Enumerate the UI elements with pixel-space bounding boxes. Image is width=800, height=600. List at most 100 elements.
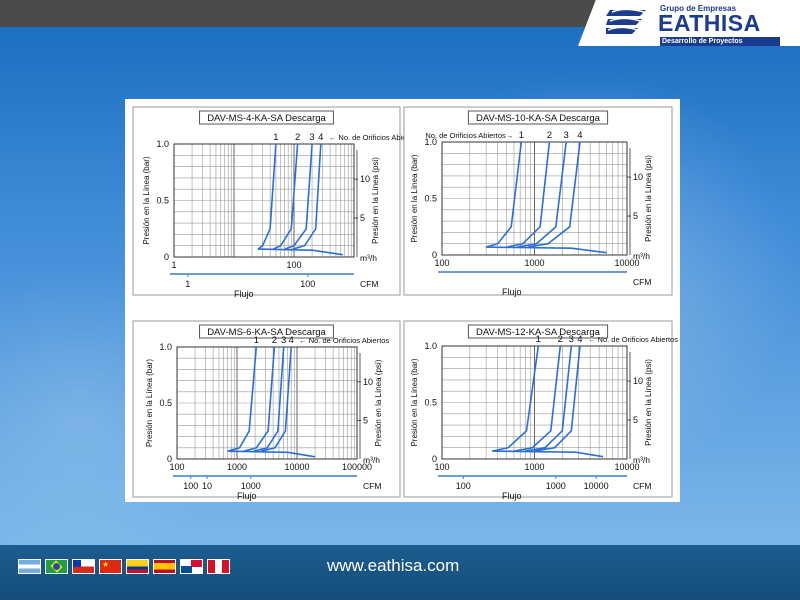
series-label-1: 1 — [273, 132, 278, 143]
y-axis-label: Presión en la Línea (bar) — [145, 359, 154, 447]
spain-flag — [153, 559, 176, 574]
website-url[interactable]: www.eathisa.com — [327, 556, 460, 575]
cfm-tick-label: 10000 — [584, 481, 609, 491]
psi-tick-label: 5 — [363, 415, 368, 425]
x-unit-label: m³/h — [633, 455, 650, 465]
y-tick-label: 0 — [164, 252, 169, 262]
series-curve-2 — [513, 345, 562, 452]
psi-tick-label: 5 — [633, 415, 638, 425]
series-label-3: 3 — [309, 132, 314, 143]
plot-area — [441, 141, 628, 256]
psi-tick-label: 10 — [633, 376, 643, 386]
series-label-4: 4 — [577, 130, 582, 141]
series-label-2: 2 — [558, 334, 563, 345]
series-curve-4 — [527, 141, 581, 248]
series-curve-3 — [284, 143, 313, 250]
eathisa-logo-icon — [606, 8, 651, 34]
series-legend-note: ← No. de Orificios Abiertos — [588, 335, 678, 344]
y-axis-label-right: Presión en la Línea (psi) — [371, 157, 380, 244]
chart-4: DAV-MS-12-KA-SA Descarga00.51.0510Presió… — [403, 320, 678, 501]
x-unit-label: m³/h — [363, 455, 380, 465]
series-label-4: 4 — [289, 335, 294, 346]
flag-row: ★ — [18, 559, 230, 574]
y-tick-label: 0.5 — [156, 196, 169, 206]
series-label-2: 2 — [295, 132, 300, 143]
series-curve-1 — [492, 345, 540, 452]
series-curve-2 — [272, 143, 299, 250]
argentina-flag — [18, 559, 41, 574]
series-curve-4 — [534, 345, 581, 452]
psi-tick-label: 5 — [633, 211, 638, 221]
logo-tagline: Desarrollo de Proyectos — [660, 37, 780, 46]
return-curve — [486, 246, 607, 254]
y-tick-label: 0 — [432, 250, 437, 260]
chart-title-box — [467, 110, 609, 125]
logo-name: EATHISA — [658, 10, 761, 36]
y-axis-label: Presión en la Línea (bar) — [410, 358, 419, 446]
x-tick-label: 1000 — [227, 462, 247, 472]
x-axis-label: Flujo — [502, 491, 522, 501]
cfm-tick-label: 1 — [185, 279, 190, 289]
x-unit-label: m³/h — [633, 251, 650, 261]
series-label-1: 1 — [519, 130, 524, 141]
logo-small-text: Grupo de Empresas — [660, 4, 737, 13]
cfm-tick-label: 1000 — [546, 481, 566, 491]
chart-title: DAV-MS-4-KA-SA Descarga — [207, 113, 326, 124]
y-axis-label-right: Presión en la Línea (psi) — [644, 155, 653, 242]
x-tick-label: 100 — [286, 260, 301, 270]
charts-sheet: DAV-MS-4-KA-SA Descarga 0 0.5 1.0 5 10 Presión… — [125, 99, 680, 502]
series-curve-1 — [485, 141, 523, 248]
series-label-1: 1 — [536, 334, 541, 345]
plot-area — [173, 143, 355, 258]
brazil-flag — [45, 559, 68, 574]
series-curve-4 — [292, 143, 322, 250]
y-axis-label-right: Presión en la Línea (psi) — [374, 359, 383, 446]
charts-figure: DAV-MS-4-KA-SA Descarga00.51.0510Presión… — [132, 106, 678, 501]
chart-title-box — [199, 324, 334, 339]
y-tick-label: 0.5 — [424, 398, 437, 408]
x-tick-label: 1 — [171, 260, 176, 270]
y-axis-label-right: Presión en la Línea (psi) — [644, 359, 653, 446]
series-curve-3 — [253, 346, 285, 452]
cfm-tick-label: 100 — [300, 279, 315, 289]
y-tick-label: 1.0 — [156, 139, 169, 149]
chart-title: DAV-MS-10-KA-SA Descarga — [476, 113, 601, 124]
chart-3: DAV-MS-6-KA-SA Descarga00.51.0510Presión… — [132, 320, 401, 501]
y-tick-label: 1.0 — [424, 341, 437, 351]
chart-title: DAV-MS-12-KA-SA Descarga — [476, 327, 601, 338]
series-legend-note: ← No. de Orificios Abiertos — [299, 336, 389, 345]
y-tick-label: 1.0 — [159, 342, 172, 352]
x-tick-label: 100 — [434, 258, 449, 268]
cfm-unit-label: CFM — [633, 481, 651, 491]
y-tick-label: 0.5 — [159, 398, 172, 408]
series-label-2: 2 — [272, 335, 277, 346]
series-curve-3 — [517, 141, 567, 248]
psi-tick-label: 10 — [363, 377, 373, 387]
x-tick-label: 100 — [434, 462, 449, 472]
cfm-unit-label: CFM — [363, 481, 381, 491]
y-tick-label: 1.0 — [424, 137, 437, 147]
series-label-4: 4 — [318, 132, 323, 143]
series-legend-note: ← No. de Orificios Abiertos — [329, 133, 419, 142]
series-curve-2 — [243, 346, 276, 452]
series-curve-1 — [257, 143, 277, 250]
series-label-3: 3 — [569, 334, 574, 345]
x-tick-label: 100 — [169, 462, 184, 472]
psi-tick-label: 10 — [633, 172, 643, 182]
psi-tick-label: 10 — [360, 174, 370, 184]
chile-flag — [72, 559, 95, 574]
chart-title-box — [199, 110, 334, 125]
y-axis-label: Presión en la Línea (bar) — [410, 154, 419, 242]
x-tick-label: 1000 — [524, 462, 544, 472]
y-tick-label: 0 — [432, 454, 437, 464]
psi-tick-label: 5 — [360, 213, 365, 223]
y-tick-label: 0.5 — [424, 194, 437, 204]
series-curve-3 — [525, 345, 573, 452]
chart-2: DAV-MS-10-KA-SA Descarga00.51.0510Presió… — [403, 106, 673, 297]
series-curve-1 — [227, 346, 258, 452]
plot-area — [441, 345, 628, 460]
panama-flag — [180, 559, 203, 574]
x-tick-label: 10000 — [614, 462, 639, 472]
china-flag: ★ — [99, 559, 122, 574]
return-curve — [227, 450, 316, 458]
